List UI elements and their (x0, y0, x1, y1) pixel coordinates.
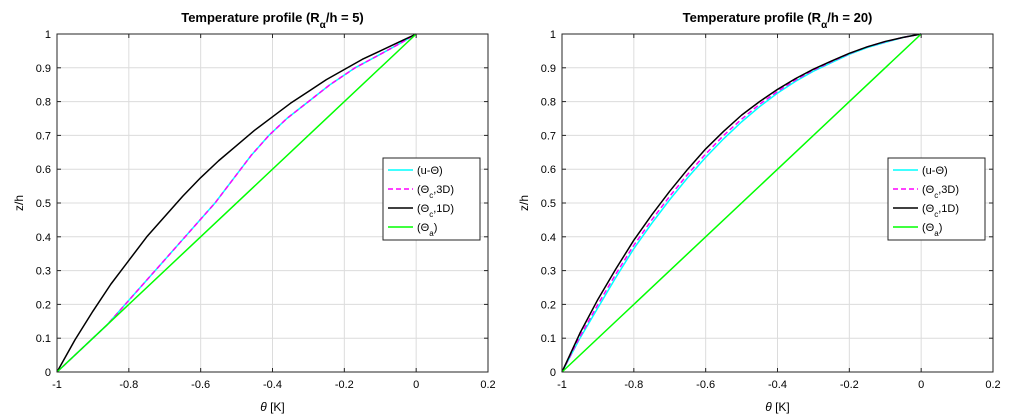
y-tick-label: 0.6 (36, 164, 51, 176)
x-tick-label: -1 (52, 379, 62, 391)
y-axis-label: z/h (517, 195, 531, 211)
legend-label: (u-Θ) (417, 165, 443, 177)
legend-label-main: (Θ (922, 203, 935, 215)
chart-title: Temperature profile (Rα/h = 5) (181, 10, 364, 31)
legend-label-rest: ,3D) (938, 184, 959, 196)
y-tick-label: 0.9 (541, 63, 556, 75)
y-axis-label: z/h (12, 195, 26, 211)
x-tick-label: -0.2 (335, 379, 354, 391)
y-tick-label: 0 (550, 367, 556, 379)
legend-label: (Θc,1D) (922, 203, 959, 219)
chart-title: Temperature profile (Rα/h = 20) (683, 10, 873, 31)
chart-title-sub: α (320, 20, 327, 31)
x-tick-label: -0.4 (768, 379, 787, 391)
y-tick-label: 0.2 (541, 299, 556, 311)
x-tick-label: -0.8 (624, 379, 643, 391)
y-tick-label: 0.3 (36, 266, 51, 278)
series-line-3 (561, 33, 922, 373)
y-tick-label: 0.5 (36, 198, 51, 210)
legend-label-rest: ,1D) (433, 203, 454, 215)
y-tick-label: 0.6 (541, 164, 556, 176)
chart-title-main: Temperature profile (R (181, 10, 320, 25)
y-tick-label: 0.1 (36, 333, 51, 345)
y-tick-label: 1 (550, 29, 556, 41)
legend-label-main: (Θ (417, 184, 430, 196)
x-axis-label-unit: [K] (267, 400, 285, 414)
y-tick-label: 0.5 (541, 198, 556, 210)
x-tick-label: 0.2 (985, 379, 1000, 391)
y-tick-label: 0.4 (541, 232, 556, 244)
chart-panel-1: -1 -0.8 -0.6 -0.4 -0.2 0 0.2 0 0.1 0.2 0.3 0.4 0.5 0.… (12, 10, 496, 414)
legend-label-rest: ,3D) (433, 184, 454, 196)
legend-label-main: (Θ (417, 203, 430, 215)
x-tick-label: -1 (557, 379, 567, 391)
x-axis-label-symbol: θ (260, 400, 267, 414)
x-tick-label: 0.2 (480, 379, 495, 391)
chart-title-rest: /h = 20) (827, 10, 872, 25)
y-tick-label: 0.7 (36, 130, 51, 142)
legend-label-rest: ) (434, 222, 438, 234)
chart-title-sub: α (821, 20, 828, 31)
series-line-3 (56, 33, 417, 373)
y-tick-label: 1 (45, 29, 51, 41)
x-axis-label-symbol: θ (765, 400, 772, 414)
legend-label: (Θc,3D) (417, 184, 454, 200)
legend-label: (Θc,3D) (922, 184, 959, 200)
x-tick-label: -0.2 (840, 379, 859, 391)
chart-title-rest: /h = 5) (326, 10, 364, 25)
legend-label-sub: c (429, 191, 433, 200)
legend-label-sub: c (429, 210, 433, 219)
legend-label-rest: ) (939, 222, 943, 234)
y-tick-label: 0.1 (541, 333, 556, 345)
legend-label-main: (Θ (922, 222, 935, 234)
series-line-2 (56, 33, 417, 373)
legend-label: (Θa) (417, 222, 437, 238)
y-tick-label: 0.7 (541, 130, 556, 142)
series-line-4 (56, 33, 417, 373)
legend-label: (u-Θ) (922, 165, 948, 177)
y-tick-label: 0.8 (541, 97, 556, 109)
x-axis-label: θ [K] (765, 400, 790, 414)
legend-label: (Θc,1D) (417, 203, 454, 219)
x-axis-label: θ [K] (260, 400, 285, 414)
y-tick-label: 0.9 (36, 63, 51, 75)
x-tick-label: -0.8 (119, 379, 138, 391)
legend-label-sub: a (429, 229, 434, 238)
x-tick-label: -0.4 (263, 379, 282, 391)
x-tick-label: 0 (918, 379, 924, 391)
x-axis-label-unit: [K] (772, 400, 790, 414)
legend: (u-Θ)(Θc,3D)(Θc,1D)(Θa) (382, 157, 481, 241)
chart-title-main: Temperature profile (R (683, 10, 822, 25)
y-tick-label: 0.3 (541, 266, 556, 278)
legend-label-main: (u-Θ) (417, 165, 443, 177)
legend-label-sub: c (934, 191, 938, 200)
x-tick-label: -0.6 (696, 379, 715, 391)
legend-label-sub: c (934, 210, 938, 219)
legend-label-sub: a (934, 229, 939, 238)
legend-label-main: (Θ (922, 184, 935, 196)
y-tick-label: 0.8 (36, 97, 51, 109)
legend-label: (Θa) (922, 222, 942, 238)
y-tick-label: 0 (45, 367, 51, 379)
x-tick-label: -0.6 (191, 379, 210, 391)
legend-label-rest: ,1D) (938, 203, 959, 215)
chart-panel-2: -1 -0.8 -0.6 -0.4 -0.2 0 0.2 0 0.1 0.2 0.3 0.4 0.5 0.… (517, 10, 1001, 414)
x-tick-label: 0 (413, 379, 419, 391)
y-tick-label: 0.2 (36, 299, 51, 311)
legend-label-main: (Θ (417, 222, 430, 234)
y-tick-label: 0.4 (36, 232, 51, 244)
legend-label-main: (u-Θ) (922, 165, 948, 177)
legend: (u-Θ)(Θc,3D)(Θc,1D)(Θa) (887, 157, 986, 241)
series-line-4 (561, 33, 922, 373)
